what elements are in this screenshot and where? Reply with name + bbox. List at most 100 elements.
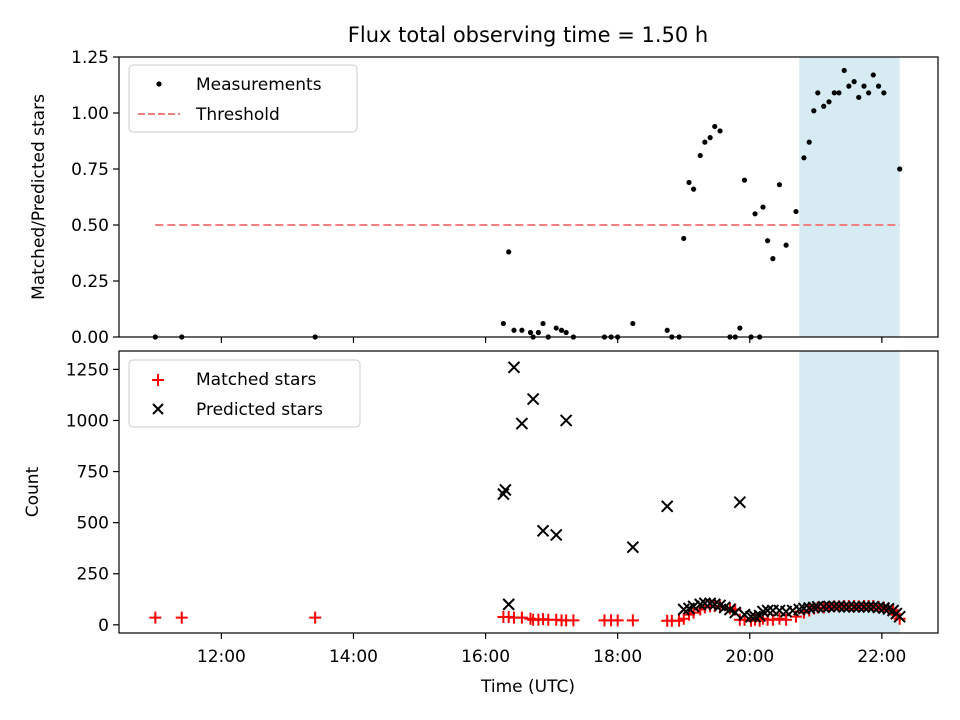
top-panel: 0.00 0.25 0.50 0.75 1.00 1.25 Matched/Predict… — [29, 48, 939, 348]
bottom-highlight-span — [799, 351, 900, 633]
bottom-y-axis-label: Count — [23, 466, 43, 517]
predicted-star-point — [872, 601, 885, 614]
y-tick-label: 750 — [77, 463, 109, 483]
top-x-ticks — [220, 337, 883, 343]
measurement-point — [870, 72, 876, 78]
measurement-point — [752, 211, 758, 217]
y-tick-label: 0.00 — [71, 328, 109, 348]
predicted-star-point — [550, 528, 563, 542]
matched-star-point — [611, 614, 624, 627]
predicted-star-point — [507, 361, 521, 374]
legend-measurements-label: Measurements — [196, 75, 322, 95]
predicted-star-point — [797, 602, 811, 615]
predicted-star-point — [847, 600, 861, 614]
predicted-star-point — [497, 487, 510, 501]
x-tick-label: 12:00 — [197, 647, 246, 667]
predicted-star-point — [515, 417, 529, 430]
matched-star-point — [175, 611, 188, 624]
predicted-star-point — [698, 597, 712, 610]
measurement-point — [511, 327, 517, 333]
measurement-point — [697, 152, 703, 159]
measurement-point — [821, 103, 827, 109]
top-marks — [152, 67, 903, 340]
measurement-point — [811, 108, 817, 114]
measurement-point — [836, 90, 842, 96]
measurement-point — [866, 90, 872, 96]
predicted-star-point — [832, 600, 846, 613]
top-legend-box — [128, 64, 358, 133]
measurement-point — [861, 83, 867, 89]
legend-predicted-label: Predicted stars — [196, 400, 323, 420]
legend-threshold-label: Threshold — [195, 105, 280, 125]
measurement-point — [793, 208, 799, 215]
top-y-ticks: 0.00 0.25 0.50 0.75 1.00 1.25 — [71, 48, 119, 348]
measurement-point — [681, 235, 687, 242]
predicted-star-point — [703, 597, 717, 610]
predicted-star-point — [733, 496, 747, 509]
y-tick-label: 0.75 — [71, 160, 109, 180]
y-tick-label: 500 — [77, 514, 109, 534]
predicted-star-point — [756, 605, 770, 618]
measurement-point — [856, 94, 862, 100]
measurement-point — [527, 329, 534, 336]
measurement-point — [519, 327, 525, 333]
y-tick-label: 0.50 — [71, 216, 109, 236]
top-legend: Measurements Threshold — [128, 64, 358, 133]
predicted-star-point — [862, 600, 875, 614]
measurement-point — [563, 329, 569, 336]
measurement-point — [535, 329, 542, 336]
bottom-plot-frame — [118, 350, 939, 634]
measurement-point — [737, 325, 743, 331]
measurement-point — [712, 123, 718, 130]
measurement-point — [875, 83, 882, 89]
bottom-legend-box — [128, 359, 361, 428]
bottom-marks — [149, 361, 906, 627]
measurement-point — [841, 67, 847, 74]
x-tick-label: 16:00 — [461, 647, 510, 667]
predicted-star-point — [761, 604, 774, 617]
predicted-star-point — [694, 598, 707, 611]
top-plot-frame — [118, 56, 939, 338]
measurement-point — [630, 320, 636, 327]
measurement-point — [553, 325, 559, 331]
measurement-point — [702, 139, 708, 145]
measurement-point — [558, 327, 565, 333]
measurement-point — [664, 327, 670, 333]
matched-star-point — [149, 611, 162, 624]
predicted-star-point — [893, 610, 906, 623]
y-tick-label: 1.00 — [71, 104, 109, 124]
x-tick-label: 18:00 — [593, 647, 642, 667]
measurement-point — [881, 90, 887, 96]
predicted-star-point — [536, 524, 550, 538]
bottom-legend: Matched stars Predicted stars — [128, 359, 361, 428]
legend-matched-marker — [152, 374, 164, 386]
matched-star-point — [780, 613, 793, 626]
predicted-star-point — [748, 610, 762, 623]
measurement-point — [741, 177, 748, 183]
predicted-star-point — [559, 414, 573, 427]
top-y-axis-label: Matched/Predicted stars — [29, 94, 49, 300]
legend-measurements-marker — [156, 81, 162, 87]
y-tick-label: 0 — [98, 616, 109, 636]
x-axis-label: Time (UTC) — [480, 677, 575, 697]
predicted-star-point — [660, 500, 674, 513]
predicted-star-point — [526, 392, 540, 406]
measurement-point — [500, 320, 507, 327]
measurement-point — [831, 90, 837, 96]
predicted-star-point — [817, 600, 830, 614]
predicted-star-point — [807, 601, 821, 614]
measurement-point — [760, 204, 766, 210]
matched-star-point — [626, 614, 639, 627]
predicted-star-point — [842, 600, 856, 614]
legend-predicted-marker — [152, 403, 164, 415]
measurement-point — [826, 99, 832, 105]
matched-star-point — [773, 612, 786, 625]
measurement-point — [540, 320, 546, 327]
matched-star-point — [515, 611, 528, 624]
legend-matched-label: Matched stars — [196, 370, 316, 390]
predicted-star-point — [828, 600, 841, 613]
measurement-point — [806, 139, 812, 145]
predicted-star-point — [502, 598, 515, 611]
measurement-point — [770, 256, 776, 262]
